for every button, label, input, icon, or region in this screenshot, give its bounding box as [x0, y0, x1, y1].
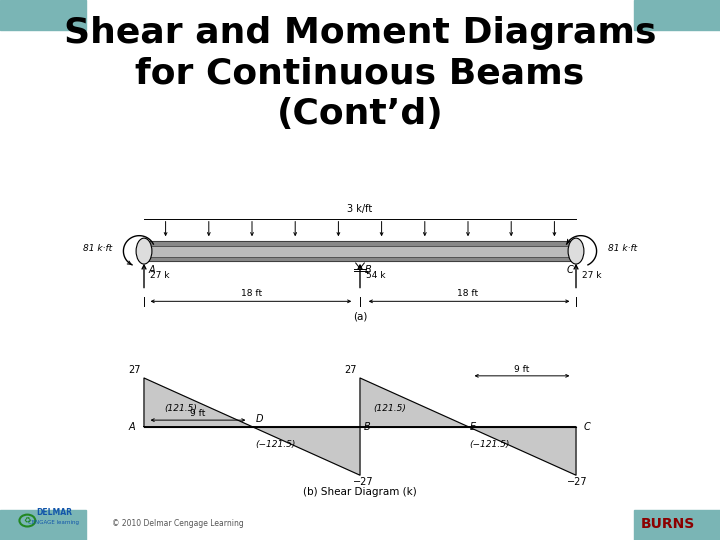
Text: C: C [583, 422, 590, 431]
Text: 18 ft: 18 ft [457, 289, 479, 298]
Text: BURNS: BURNS [641, 517, 695, 531]
Bar [0, 0, 86, 30]
Text: (−121.5): (−121.5) [469, 440, 510, 449]
Text: 81 k·ft: 81 k·ft [608, 244, 637, 253]
Text: B: B [364, 265, 371, 275]
Text: CENGAGE learning: CENGAGE learning [29, 520, 79, 525]
Text: ♻: ♻ [24, 516, 31, 525]
Text: −27: −27 [354, 477, 374, 488]
Text: DELMAR: DELMAR [36, 508, 72, 517]
Text: 27 k: 27 k [150, 272, 169, 280]
Text: D: D [256, 414, 263, 424]
Text: 27: 27 [128, 364, 140, 375]
Bar [144, 241, 576, 246]
Text: Shear and Moment Diagrams: Shear and Moment Diagrams [64, 16, 656, 50]
Polygon shape [252, 427, 360, 475]
Text: (121.5): (121.5) [373, 404, 406, 413]
Text: 81 k·ft: 81 k·ft [83, 244, 112, 253]
Text: 9 ft: 9 ft [190, 409, 206, 418]
Bar [634, 0, 720, 30]
Text: (Cont’d): (Cont’d) [276, 97, 444, 131]
Text: 3 k/ft: 3 k/ft [347, 204, 373, 214]
Text: A: A [148, 265, 155, 275]
Ellipse shape [136, 238, 152, 264]
Bar [144, 241, 576, 261]
Text: (121.5): (121.5) [164, 404, 197, 413]
Polygon shape [144, 378, 252, 427]
Text: 27: 27 [344, 364, 356, 375]
Text: A: A [129, 422, 135, 431]
Text: (−121.5): (−121.5) [256, 440, 296, 449]
Text: © 2010 Delmar Cengage Learning: © 2010 Delmar Cengage Learning [112, 519, 243, 528]
Text: 54 k: 54 k [366, 272, 385, 280]
Ellipse shape [568, 238, 584, 264]
Text: (b) Shear Diagram (k): (b) Shear Diagram (k) [303, 487, 417, 497]
Text: for Continuous Beams: for Continuous Beams [135, 57, 585, 91]
Text: 27 k: 27 k [582, 272, 601, 280]
Polygon shape [468, 427, 576, 475]
Bar [144, 256, 576, 261]
Text: C: C [567, 265, 573, 275]
Text: 18 ft: 18 ft [241, 289, 263, 298]
Text: (a): (a) [353, 311, 367, 321]
Text: B: B [364, 422, 370, 431]
Text: 9 ft: 9 ft [514, 364, 530, 374]
Text: E: E [469, 422, 476, 431]
Bar [0, 510, 86, 540]
Polygon shape [360, 378, 468, 427]
Bar [634, 510, 720, 540]
Text: −27: −27 [567, 477, 588, 488]
